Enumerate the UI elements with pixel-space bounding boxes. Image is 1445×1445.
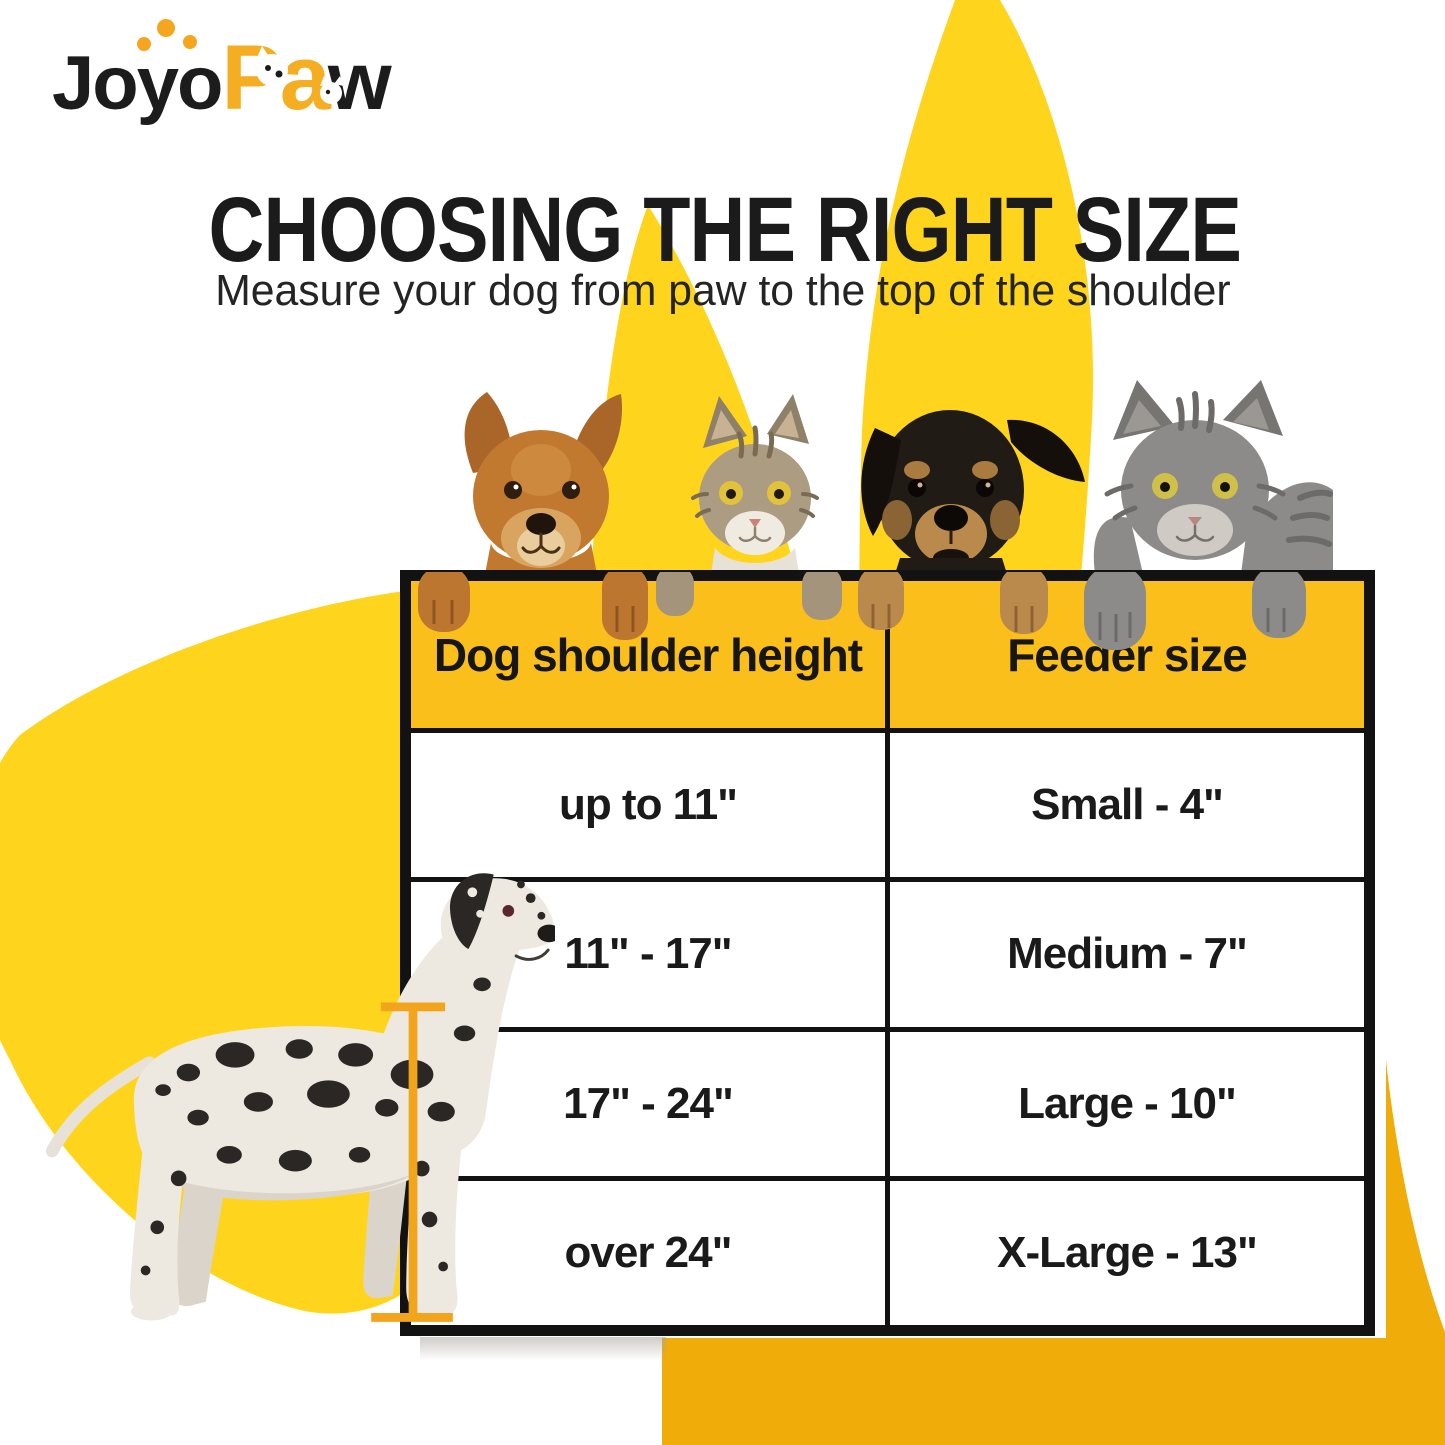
logo-text-joyo: Joyo — [52, 41, 223, 126]
measuring-line — [371, 1002, 453, 1322]
tabby-cat-paws — [656, 572, 842, 620]
logo-dog-face-icon — [256, 46, 290, 86]
table-cell-size-2: Medium - 7" — [890, 882, 1364, 1027]
page-subtitle: Measure your dog from paw to the top of … — [215, 266, 1231, 315]
logo-paw-dots-icon — [137, 19, 197, 51]
logo-cat-face-icon — [320, 76, 344, 104]
dalmatian-spots — [140, 880, 546, 1276]
pet-tabby-cat-illustration — [691, 394, 819, 574]
table-cell-size-4: X-Large - 13" — [890, 1180, 1364, 1325]
brown-puppy-paws — [418, 572, 648, 640]
pet-brown-puppy-illustration — [464, 392, 623, 574]
joyopaw-logo: JoyoPaw — [52, 19, 472, 146]
table-cell-size-1: Small - 4" — [890, 733, 1364, 878]
table-shadow — [420, 1337, 666, 1361]
table-cell-height-4: over 24" — [411, 1180, 885, 1325]
pets-paws-overlay — [418, 572, 1306, 650]
pets-illustration — [464, 380, 1333, 574]
table-cell-size-3: Large - 10" — [890, 1031, 1364, 1176]
table-cell-height-1: up to 11" — [411, 733, 885, 878]
dalmatian-illustration — [45, 873, 555, 1322]
page-title: CHOOSING THE RIGHT SIZE — [208, 179, 1242, 281]
gray-cat-paws — [1084, 572, 1306, 650]
gold-footer-shape — [662, 1060, 1445, 1445]
pet-gray-cat-illustration — [1093, 380, 1333, 574]
pet-black-tan-puppy-illustration — [861, 410, 1085, 574]
black-tan-puppy-paws — [858, 572, 1048, 634]
